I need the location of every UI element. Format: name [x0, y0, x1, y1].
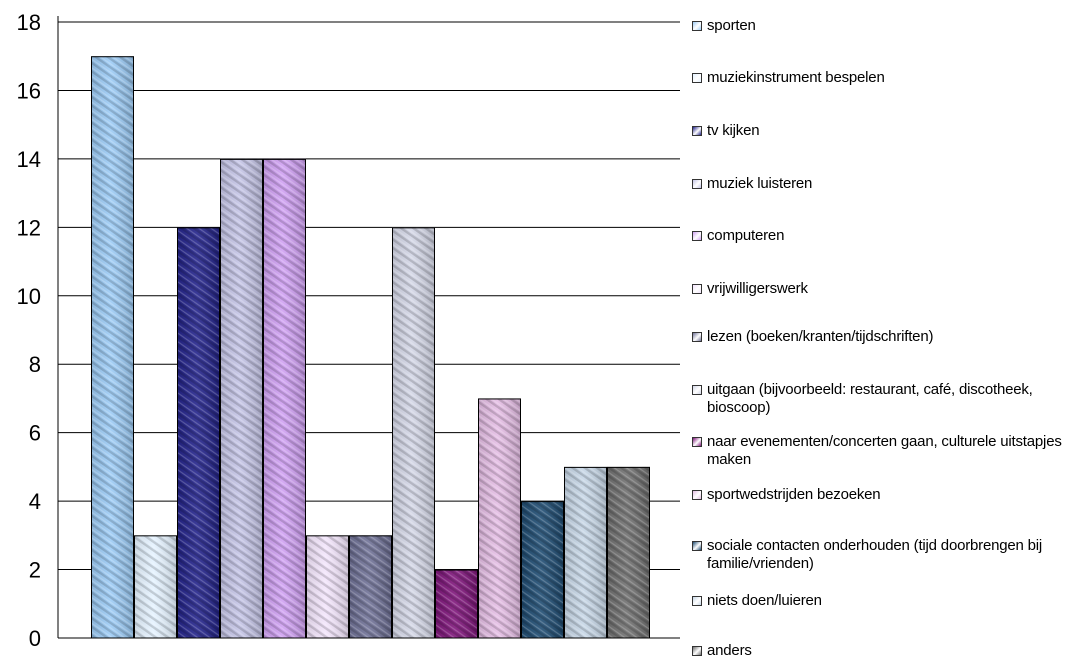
legend-swatch	[692, 541, 702, 551]
legend-swatch	[692, 126, 702, 136]
legend-item: muziekinstrument bespelen	[692, 69, 1088, 87]
legend-label: naar evenementen/concerten gaan, culture…	[707, 433, 1062, 468]
legend-swatch	[692, 490, 702, 500]
legend-label: computeren	[707, 227, 785, 244]
y-tick-label: 10	[17, 284, 41, 309]
legend-label: uitgaan (bijvoorbeeld: restaurant, café,…	[707, 381, 1033, 416]
legend-label: lezen (boeken/kranten/tijdschriften)	[707, 328, 934, 345]
legend-item: sociale contacten onderhouden (tijd door…	[692, 537, 1088, 573]
legend-swatch	[692, 596, 702, 606]
legend-swatch	[692, 332, 702, 342]
y-tick-label: 18	[17, 10, 41, 35]
legend-swatch	[692, 21, 702, 31]
bar-hatch	[349, 535, 392, 638]
bar	[521, 501, 564, 639]
legend-item: lezen (boeken/kranten/tijdschriften)	[692, 328, 1088, 346]
bar	[134, 535, 177, 639]
legend-swatch	[692, 437, 702, 447]
bar-hatch	[220, 158, 263, 638]
bar	[220, 158, 263, 639]
axes	[57, 16, 680, 639]
legend-item: computeren	[692, 227, 1088, 245]
bar	[478, 398, 521, 639]
legend-swatch	[692, 646, 702, 656]
y-axis-tick-labels: 0 2 4 6 8 10 12 14 16 18	[17, 10, 41, 651]
legend-item: sportwedstrijden bezoeken	[692, 486, 1088, 504]
bar-hatch	[478, 398, 521, 638]
legend-swatch	[692, 284, 702, 294]
bar	[349, 535, 392, 639]
bar-hatch	[306, 535, 349, 638]
chart-legend: sporten muziekinstrument bespelen tv kijke…	[692, 0, 1090, 660]
y-tick-label: 12	[17, 215, 41, 240]
legend-swatch	[692, 179, 702, 189]
bar-hatch	[435, 569, 478, 638]
legend-label: tv kijken	[707, 122, 760, 139]
bar-hatch	[607, 466, 650, 638]
legend-item: vrijwilligerswerk	[692, 280, 1088, 298]
bar	[177, 227, 220, 639]
y-tick-label: 16	[17, 78, 41, 103]
bar	[607, 466, 650, 639]
y-tick-label: 6	[29, 421, 41, 446]
y-tick-label: 0	[29, 626, 41, 651]
legend-label: niets doen/luieren	[707, 592, 822, 609]
y-tick-label: 8	[29, 352, 41, 377]
legend-item: sporten	[692, 17, 1088, 35]
bar-hatch	[263, 158, 306, 638]
legend-item: naar evenementen/concerten gaan, culture…	[692, 433, 1088, 469]
bar-hatch	[134, 535, 177, 638]
legend-item: tv kijken	[692, 122, 1088, 140]
bar	[392, 227, 435, 639]
legend-label: sporten	[707, 17, 756, 34]
bar-hatch	[564, 466, 607, 638]
legend-label: sociale contacten onderhouden (tijd door…	[707, 537, 1043, 572]
bar	[263, 158, 306, 639]
bar	[564, 466, 607, 639]
legend-label: muziekinstrument bespelen	[707, 69, 885, 86]
bar-hatch	[392, 227, 435, 639]
bar-hatch	[91, 56, 134, 638]
bar-hatch	[521, 501, 564, 638]
bar	[91, 56, 134, 639]
legend-label: sportwedstrijden bezoeken	[707, 486, 881, 503]
legend-item: uitgaan (bijvoorbeeld: restaurant, café,…	[692, 381, 1088, 417]
bars	[91, 56, 650, 639]
legend-label: vrijwilligerswerk	[707, 280, 808, 297]
legend-item: niets doen/luieren	[692, 592, 1088, 610]
legend-label: muziek luisteren	[707, 175, 813, 192]
y-tick-label: 14	[17, 147, 41, 172]
legend-item: anders	[692, 642, 1088, 660]
y-tick-label: 2	[29, 558, 41, 583]
bar	[435, 569, 478, 639]
legend-label: anders	[707, 642, 752, 659]
legend-swatch	[692, 231, 702, 241]
bar-hatch	[177, 227, 220, 639]
gridlines	[58, 21, 680, 571]
y-tick-label: 4	[29, 489, 41, 514]
legend-item: muziek luisteren	[692, 175, 1088, 193]
legend-swatch	[692, 73, 702, 83]
legend-swatch	[692, 385, 702, 395]
bar	[306, 535, 349, 639]
